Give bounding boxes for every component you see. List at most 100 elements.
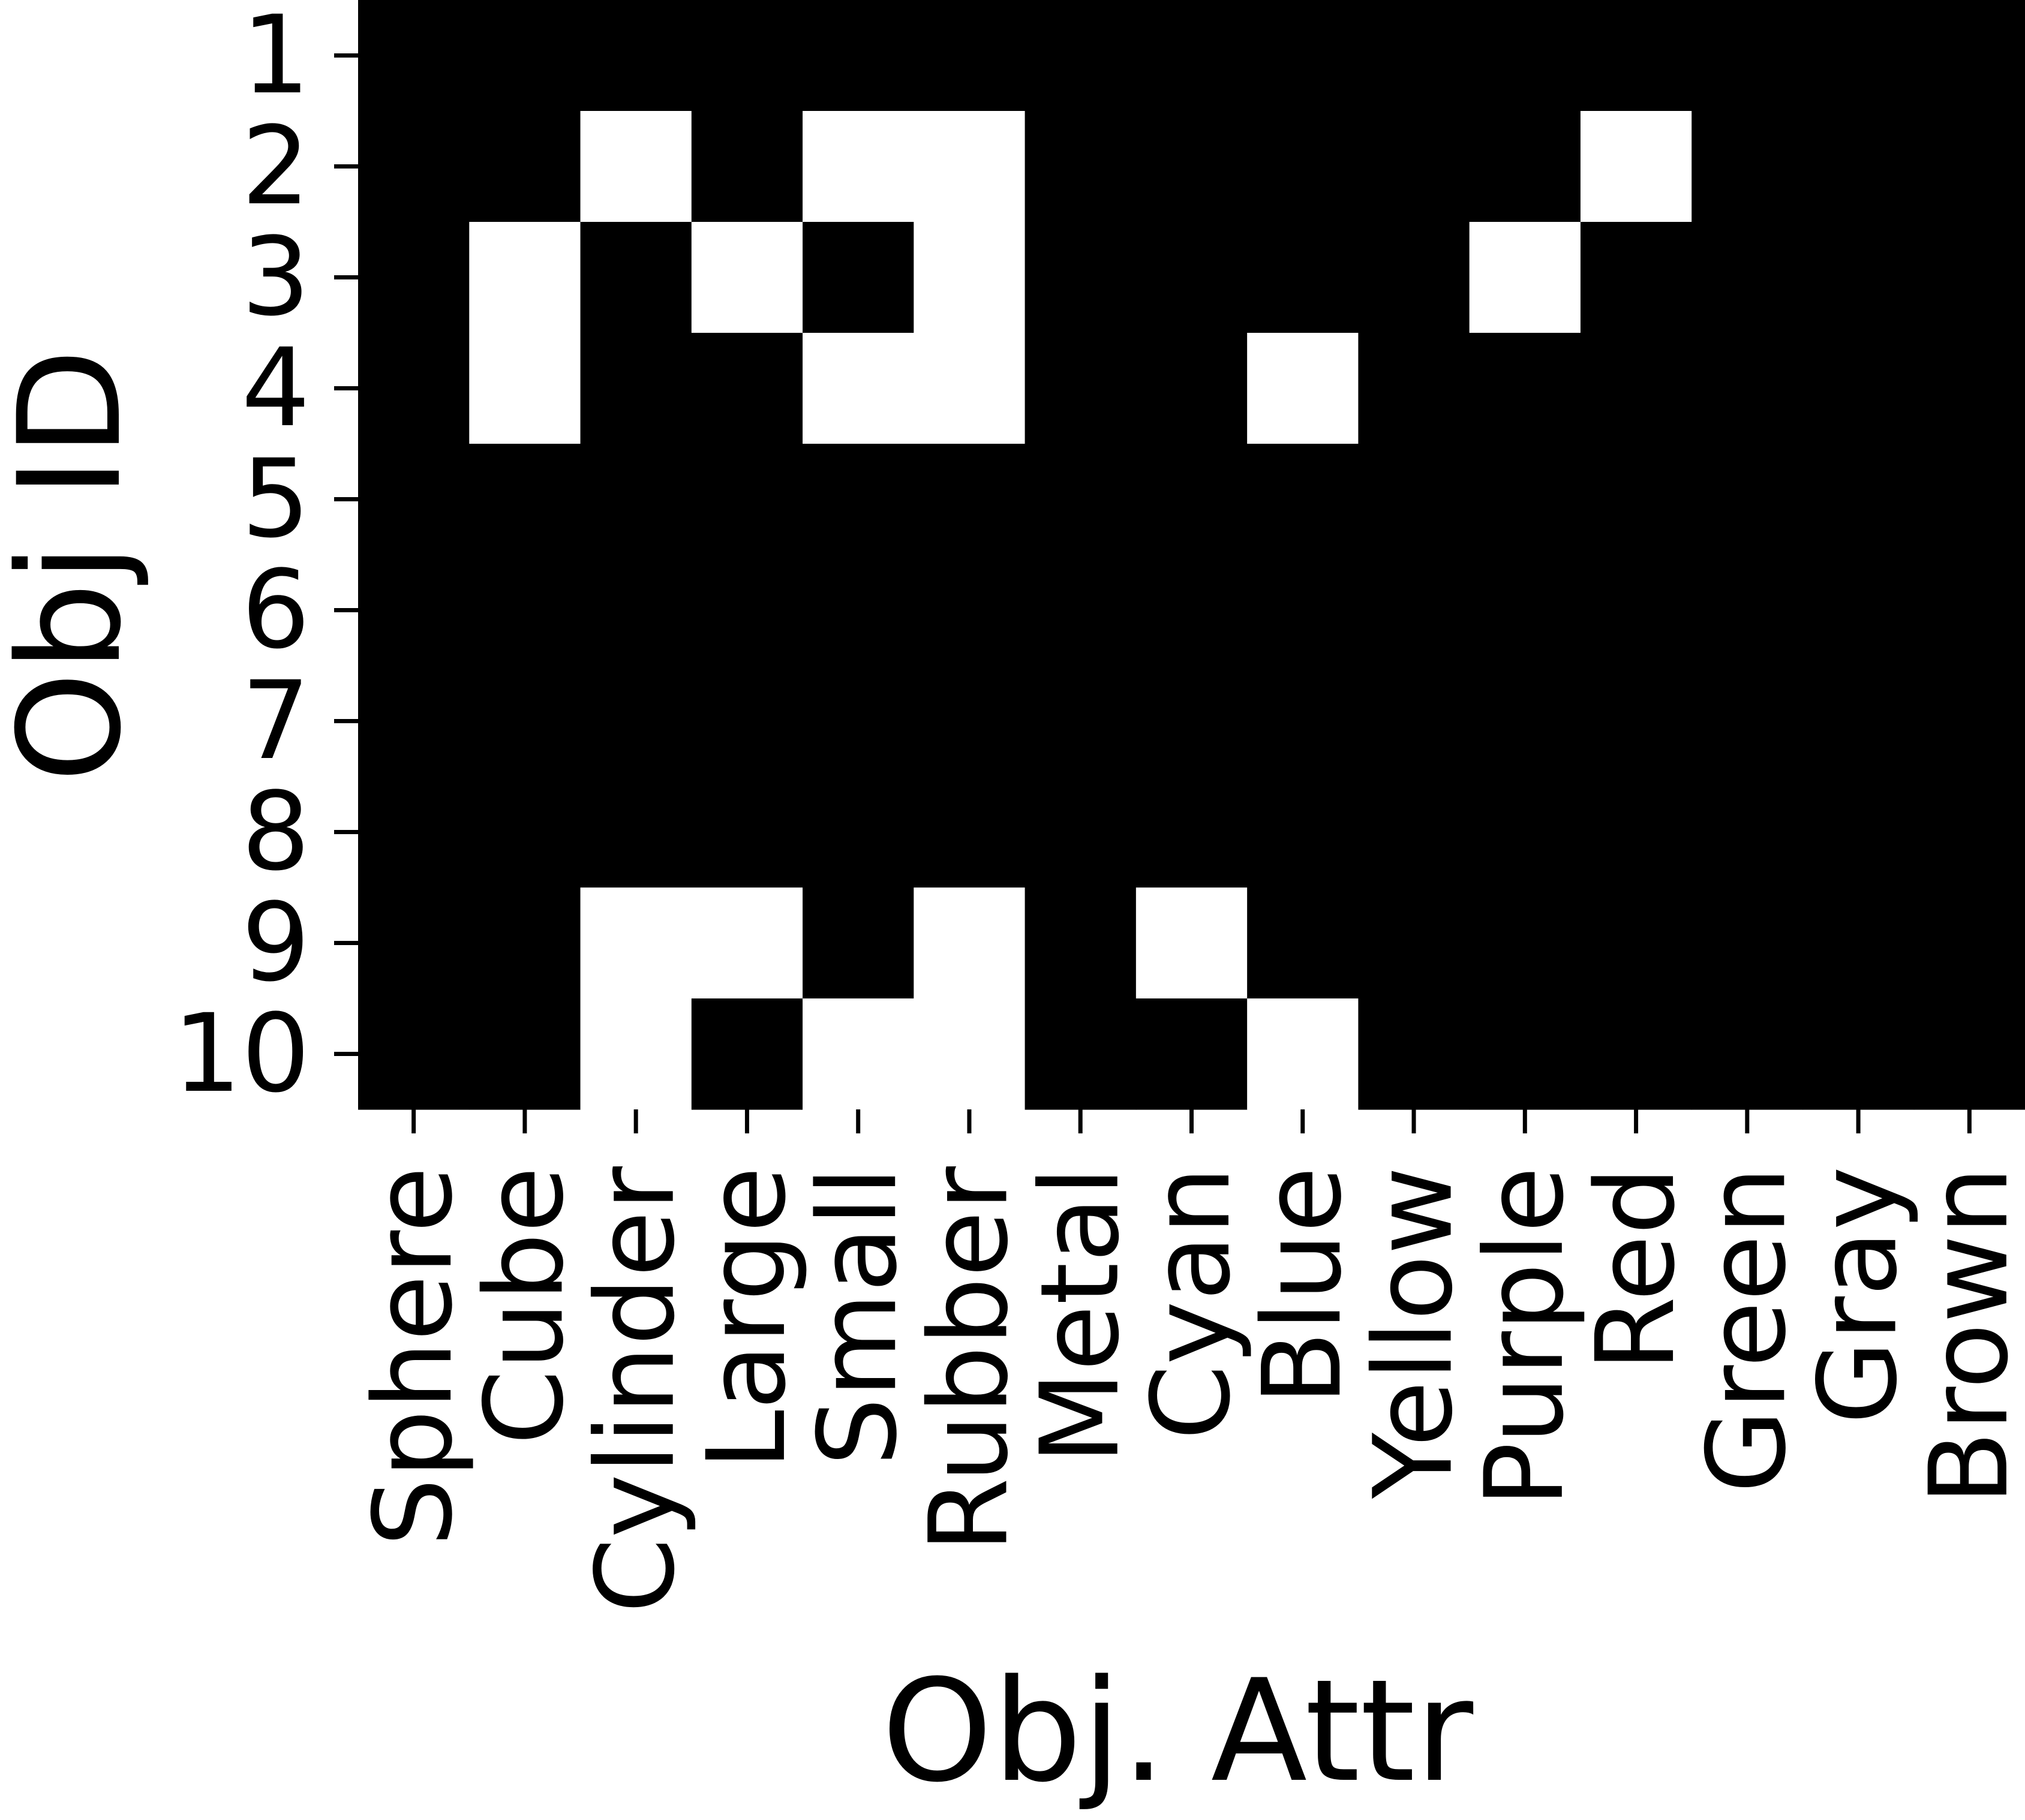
heatmap-cell-2-large [691, 111, 803, 222]
heatmap-cell-2-cylinder [580, 111, 692, 222]
heatmap-cell-5-cube [469, 444, 581, 555]
heatmap-cell-2-cube [469, 111, 581, 222]
heatmap-cell-10-red [1580, 998, 1692, 1110]
heatmap-cell-10-cylinder [580, 998, 692, 1110]
heatmap-cell-9-small [803, 888, 914, 999]
heatmap-cell-10-gray [1802, 998, 1915, 1110]
x-tick-label: Blue [1240, 1166, 1365, 1405]
heatmap-cell-5-red [1580, 444, 1692, 555]
heatmap-cell-10-yellow [1358, 998, 1470, 1110]
heatmap-cell-6-small [803, 555, 914, 666]
heatmap-cell-7-yellow [1358, 666, 1470, 777]
x-tick-label: Sphere [351, 1166, 476, 1547]
heatmap-cell-2-red [1580, 111, 1692, 222]
heatmap-cell-2-cyan [1135, 111, 1248, 222]
heatmap-cell-6-brown [1913, 555, 2025, 666]
heatmap-cell-10-green [1691, 998, 1804, 1110]
heatmap-cell-9-cylinder [580, 888, 692, 999]
heatmap-cell-9-blue [1247, 888, 1359, 999]
heatmap-cell-3-cylinder [580, 222, 692, 333]
heatmap-cell-8-cylinder [580, 777, 692, 888]
heatmap-cell-6-cyan [1135, 555, 1248, 666]
y-tick-label: 9 [241, 880, 310, 1006]
heatmap-cell-3-blue [1247, 222, 1359, 333]
heatmap-cell-8-purple [1469, 777, 1581, 888]
x-tick-label: Gray [1796, 1166, 1921, 1424]
heatmap-cell-3-gray [1802, 222, 1915, 333]
heatmap-cell-1-cyan [1135, 0, 1248, 112]
heatmap-cell-5-cyan [1135, 444, 1248, 555]
heatmap-cell-9-yellow [1358, 888, 1470, 999]
heatmap-cell-4-yellow [1358, 333, 1470, 444]
heatmap-cell-5-cylinder [580, 444, 692, 555]
heatmap-cell-5-brown [1913, 444, 2025, 555]
heatmap-cell-6-metal [1024, 555, 1137, 666]
heatmap-cell-9-sphere [358, 888, 470, 999]
heatmap-cell-7-cube [469, 666, 581, 777]
heatmap-cell-1-cube [469, 0, 581, 112]
heatmap-cell-2-gray [1802, 111, 1915, 222]
heatmap-cell-6-sphere [358, 555, 470, 666]
x-tick-label: Metal [1018, 1166, 1143, 1464]
heatmap-cell-4-cyan [1135, 333, 1248, 444]
y-tick-label: 5 [241, 437, 310, 562]
heatmap-cell-4-rubber [914, 333, 1026, 444]
y-tick-label: 10 [173, 991, 310, 1117]
heatmap-cell-7-brown [1913, 666, 2025, 777]
heatmap-cell-2-green [1691, 111, 1804, 222]
y-tick-label: 2 [241, 104, 310, 229]
heatmap-cell-7-sphere [358, 666, 470, 777]
x-axis-ticks: SphereCubeCylinderLargeSmallRubberMetalC… [351, 1109, 2025, 1613]
heatmap-cell-10-rubber [914, 998, 1026, 1110]
heatmap-cell-10-cyan [1135, 998, 1248, 1110]
heatmap-cell-7-blue [1247, 666, 1359, 777]
heatmap-cell-7-cylinder [580, 666, 692, 777]
heatmap-cell-4-gray [1802, 333, 1915, 444]
heatmap-cell-10-brown [1913, 998, 2025, 1110]
heatmap-cell-4-red [1580, 333, 1692, 444]
heatmap-cell-2-small [803, 111, 914, 222]
heatmap-cell-8-metal [1024, 777, 1137, 888]
x-tick-label: Yellow [1351, 1166, 1477, 1499]
heatmap-cell-4-purple [1469, 333, 1581, 444]
heatmap-cell-8-yellow [1358, 777, 1470, 888]
heatmap-cell-10-sphere [358, 998, 470, 1110]
x-tick-label: Green [1684, 1166, 1810, 1493]
heatmap-cell-6-yellow [1358, 555, 1470, 666]
heatmap-cell-9-metal [1024, 888, 1137, 999]
heatmap-cell-3-yellow [1358, 222, 1470, 333]
heatmap-cell-8-small [803, 777, 914, 888]
heatmap-cell-3-small [803, 222, 914, 333]
heatmap-cell-8-red [1580, 777, 1692, 888]
heatmap-cell-9-purple [1469, 888, 1581, 999]
heatmap-cell-2-metal [1024, 111, 1137, 222]
heatmap-cell-8-green [1691, 777, 1804, 888]
heatmap-cell-6-green [1691, 555, 1804, 666]
x-axis-label: Obj. Attr [882, 1650, 1474, 1813]
heatmap-cell-2-rubber [914, 111, 1026, 222]
heatmap-cell-4-green [1691, 333, 1804, 444]
heatmap-cell-4-metal [1024, 333, 1137, 444]
heatmap-cell-4-brown [1913, 333, 2025, 444]
heatmap-cell-4-cylinder [580, 333, 692, 444]
heatmap-cell-7-purple [1469, 666, 1581, 777]
heatmap-cell-6-blue [1247, 555, 1359, 666]
heatmap-cell-1-brown [1913, 0, 2025, 112]
heatmap-cell-9-rubber [914, 888, 1026, 999]
x-tick-label: Rubber [906, 1166, 1032, 1553]
heatmap-cell-7-green [1691, 666, 1804, 777]
heatmap-cell-3-purple [1469, 222, 1581, 333]
heatmap-cell-1-blue [1247, 0, 1359, 112]
heatmap-cell-5-metal [1024, 444, 1137, 555]
heatmap-cell-9-green [1691, 888, 1804, 999]
heatmap-cell-5-green [1691, 444, 1804, 555]
heatmap-cell-5-large [691, 444, 803, 555]
heatmap-cell-10-metal [1024, 998, 1137, 1110]
heatmap-cell-6-cylinder [580, 555, 692, 666]
heatmap-cell-1-metal [1024, 0, 1137, 112]
heatmap-cell-8-rubber [914, 777, 1026, 888]
heatmap-cell-1-small [803, 0, 914, 112]
heatmap-cell-1-gray [1802, 0, 1915, 112]
heatmap-cell-9-cube [469, 888, 581, 999]
